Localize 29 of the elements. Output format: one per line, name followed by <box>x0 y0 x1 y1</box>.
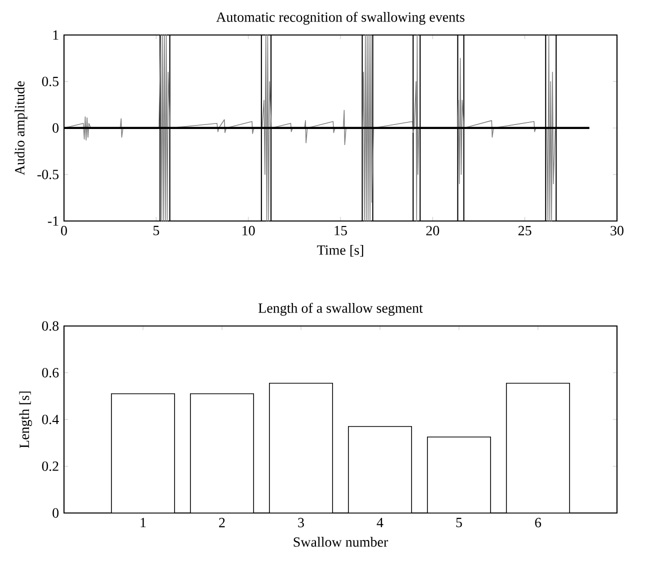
x-tick-label: 4 <box>376 518 384 528</box>
chart-title: Length of a swallow segment <box>258 302 423 316</box>
x-tick-label: 0 <box>61 226 67 236</box>
y-tick-label: -1 <box>48 216 58 226</box>
x-tick-label: 2 <box>219 518 225 528</box>
x-tick-label: 15 <box>334 226 347 236</box>
y-tick-label: 0.5 <box>42 76 59 86</box>
x-tick-label: 25 <box>518 226 532 236</box>
y-tick-label: 0.6 <box>42 368 59 378</box>
x-tick-label: 5 <box>153 226 160 236</box>
y-tick-label: 0.4 <box>42 414 59 424</box>
y-tick-label: 0 <box>52 508 59 518</box>
x-axis-title: Swallow number <box>294 536 388 547</box>
y-tick-label: 0.2 <box>42 461 58 471</box>
chart-title: Automatic recognition of swallowing events <box>216 12 464 25</box>
x-tick-label: 20 <box>426 226 440 236</box>
y-tick-label: 1 <box>53 30 58 40</box>
x-tick-label: 6 <box>535 518 542 528</box>
x-axis-title: Time [s] <box>317 244 364 257</box>
y-axis-title: Audio amplitude <box>14 81 28 176</box>
x-tick-label: 3 <box>298 518 304 528</box>
x-tick-label: 10 <box>242 226 255 236</box>
y-axis-title: Length [s] <box>19 392 32 448</box>
x-tick-label: 1 <box>140 518 146 528</box>
x-tick-label: 30 <box>610 226 624 236</box>
y-tick-label: -0.5 <box>37 170 59 180</box>
x-tick-label: 5 <box>456 518 462 528</box>
y-tick-label: 0.8 <box>42 321 59 331</box>
y-tick-label: 0 <box>52 123 59 133</box>
